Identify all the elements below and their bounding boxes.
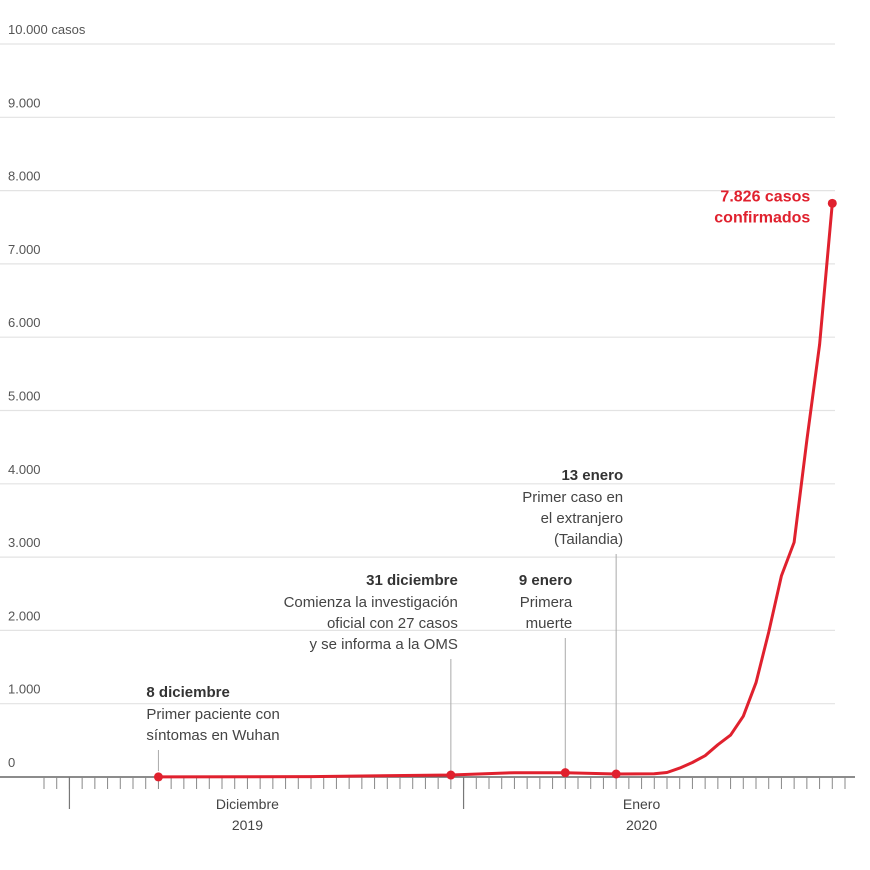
y-tick-label: 0 [8,755,15,770]
y-tick-label: 2.000 [8,608,41,623]
data-point-marker [611,769,621,779]
final-value-label: confirmados [714,209,810,226]
annotation-title: 13 enero [561,467,623,484]
series-layer [153,198,837,782]
annotation-text: Primera [520,594,573,611]
annotation-text: Comienza la investigación [284,594,458,611]
data-point-marker [560,768,570,778]
y-tick-label: 3.000 [8,535,41,550]
final-value-label: 7.826 casos [720,188,810,205]
data-point-marker [153,772,163,782]
y-tick-label: 10.000 casos [8,22,86,37]
y-tick-label: 1.000 [8,682,41,697]
gridlines [0,43,835,705]
annotation-title: 31 diciembre [366,572,458,589]
annotation-text: síntomas en Wuhan [146,727,279,744]
data-point-marker [827,198,837,208]
y-tick-label: 5.000 [8,389,41,404]
y-tick-label: 8.000 [8,169,41,184]
y-tick-label: 6.000 [8,315,41,330]
annotation-text: Primer caso en [522,489,623,506]
x-axis: Diciembre 2019 Enero 2020 [0,776,855,833]
annotation-title: 9 enero [519,572,572,589]
series-line [156,201,834,779]
annotation-text: (Tailandia) [554,531,623,548]
annotation-leaders [157,554,617,771]
annotation-text: Primer paciente con [146,706,279,723]
annotations: 8 diciembre Primer paciente con síntomas e… [146,188,810,744]
x-month-label: Enero [623,796,661,812]
data-point-marker [446,770,456,780]
y-axis-labels: 0 1.000 2.000 3.000 4.000 5.000 6.000 7.000 8.00… [8,22,86,770]
annotation-text: y se informa a la OMS [309,636,457,653]
x-year-label: 2019 [232,817,263,833]
annotation-title: 8 diciembre [146,684,229,701]
annotation-text: muerte [526,615,573,632]
y-tick-label: 4.000 [8,462,41,477]
y-tick-label: 9.000 [8,95,41,110]
x-year-label: 2020 [626,817,657,833]
annotation-text: el extranjero [541,510,624,527]
y-tick-label: 7.000 [8,242,41,257]
x-month-label: Diciembre [216,796,279,812]
annotation-text: oficial con 27 casos [327,615,458,632]
